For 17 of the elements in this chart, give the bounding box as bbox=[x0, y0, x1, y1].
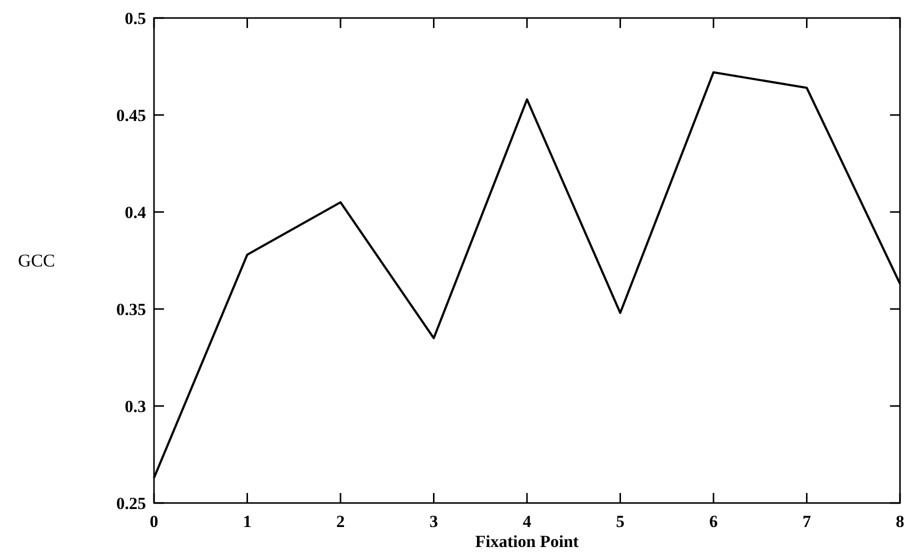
y-tick-label: 0.35 bbox=[116, 300, 146, 319]
y-axis-title: GCC bbox=[18, 250, 56, 270]
x-tick-label: 5 bbox=[616, 512, 624, 531]
x-tick-label: 6 bbox=[709, 512, 718, 531]
x-tick-label: 3 bbox=[430, 512, 438, 531]
x-tick-label: 0 bbox=[150, 512, 158, 531]
x-tick-label: 1 bbox=[243, 512, 252, 531]
y-tick-label: 0.25 bbox=[116, 494, 146, 513]
y-tick-label: 0.5 bbox=[124, 9, 146, 28]
x-tick-label: 2 bbox=[336, 512, 345, 531]
x-tick-label: 4 bbox=[522, 512, 532, 531]
y-tick-label: 0.4 bbox=[124, 203, 146, 222]
x-axis-title: Fixation Point bbox=[475, 532, 580, 551]
x-tick-label: 8 bbox=[896, 512, 904, 531]
y-tick-label: 0.3 bbox=[124, 397, 146, 416]
x-tick-label: 7 bbox=[802, 512, 812, 531]
y-tick-label: 0.45 bbox=[116, 106, 146, 125]
